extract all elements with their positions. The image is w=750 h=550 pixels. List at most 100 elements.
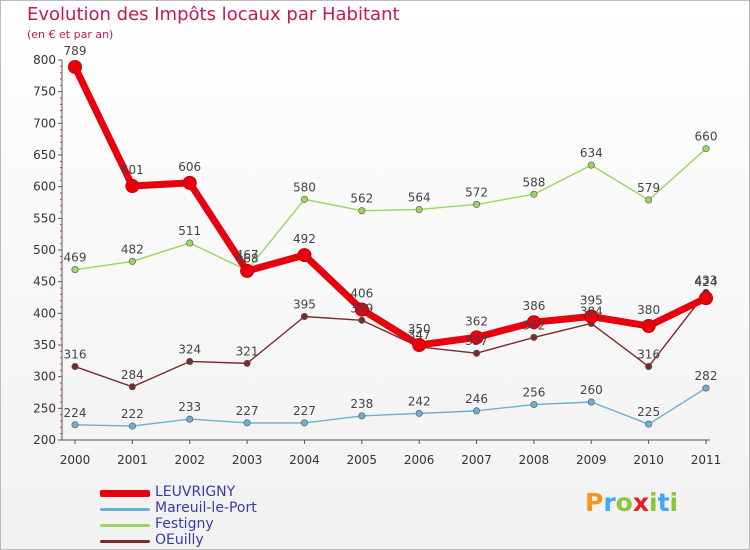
data-label-oeuilly: 347 xyxy=(408,328,431,342)
data-point-oeuilly xyxy=(645,363,653,371)
y-tick-label: 350 xyxy=(33,338,56,352)
data-label-oeuilly: 324 xyxy=(178,342,201,356)
data-point-festigny xyxy=(530,190,538,198)
data-point-oeuilly xyxy=(530,333,538,341)
legend-item-festigny: Festigny xyxy=(100,516,350,532)
data-label-oeuilly: 395 xyxy=(293,298,316,312)
legend-label-festigny: Festigny xyxy=(155,516,214,532)
logo-letter: i xyxy=(669,488,679,517)
data-label-mareuil-le-port: 227 xyxy=(293,404,316,418)
proxiti-logo: Proxiti xyxy=(585,488,678,517)
data-point-festigny xyxy=(358,207,366,215)
data-label-mareuil-le-port: 246 xyxy=(465,392,488,406)
x-tick-label: 2007 xyxy=(461,453,492,467)
data-label-leuvrigny: 380 xyxy=(637,303,660,317)
data-point-leuvrigny xyxy=(641,319,656,333)
data-point-leuvrigny xyxy=(240,263,255,278)
data-label-leuvrigny: 789 xyxy=(64,44,87,58)
x-tick-label: 2008 xyxy=(519,453,550,467)
data-point-oeuilly xyxy=(243,359,251,367)
data-label-leuvrigny: 601 xyxy=(121,163,144,177)
y-tick-label: 450 xyxy=(33,275,56,289)
y-tick-label: 250 xyxy=(33,401,56,415)
data-point-mareuil-le-port xyxy=(702,384,710,392)
data-point-oeuilly xyxy=(128,383,136,391)
data-label-mareuil-le-port: 238 xyxy=(350,397,373,411)
data-point-mareuil-le-port xyxy=(71,421,79,429)
data-point-mareuil-le-port xyxy=(243,419,251,427)
data-label-festigny: 634 xyxy=(580,146,603,160)
data-point-mareuil-le-port xyxy=(128,422,136,430)
y-tick-label: 750 xyxy=(33,85,56,99)
legend-swatch-oeuilly xyxy=(100,540,150,543)
data-label-leuvrigny: 467 xyxy=(236,248,259,262)
x-tick-label: 2005 xyxy=(347,453,378,467)
data-label-festigny: 469 xyxy=(64,251,87,265)
data-point-oeuilly xyxy=(473,349,481,357)
data-label-festigny: 580 xyxy=(293,180,316,194)
data-label-festigny: 482 xyxy=(121,242,144,256)
x-tick-label: 2011 xyxy=(691,453,722,467)
logo-letter: P xyxy=(585,488,604,517)
series-line-mareuil-le-port xyxy=(74,387,707,427)
x-tick-label: 2000 xyxy=(60,453,91,467)
data-label-oeuilly: 321 xyxy=(236,344,259,358)
data-label-festigny: 572 xyxy=(465,185,488,199)
series-line-festigny xyxy=(74,147,707,271)
data-label-oeuilly: 316 xyxy=(637,348,660,362)
data-point-mareuil-le-port xyxy=(300,419,308,427)
data-point-festigny xyxy=(128,257,136,265)
series-line-leuvrigny xyxy=(71,63,710,349)
legend-swatch-festigny xyxy=(100,524,150,527)
data-point-mareuil-le-port xyxy=(358,412,366,420)
x-tick-label: 2009 xyxy=(576,453,607,467)
data-label-oeuilly: 384 xyxy=(580,304,603,318)
data-point-leuvrigny xyxy=(584,309,599,324)
data-point-mareuil-le-port xyxy=(530,401,538,409)
logo-letter: x xyxy=(632,488,649,517)
series-line-oeuilly xyxy=(74,291,707,388)
y-tick-label: 700 xyxy=(33,116,56,130)
x-tick-label: 2006 xyxy=(404,453,435,467)
legend-label-oeuilly: OEuilly xyxy=(155,532,204,548)
data-point-festigny xyxy=(645,196,653,204)
data-point-oeuilly xyxy=(186,357,194,365)
data-label-leuvrigny: 606 xyxy=(178,160,201,174)
data-label-oeuilly: 284 xyxy=(121,368,144,382)
data-label-leuvrigny: 362 xyxy=(465,314,488,328)
y-tick-label: 500 xyxy=(33,243,56,257)
data-label-festigny: 562 xyxy=(350,192,373,206)
chart-legend: LEUVRIGNY Mareuil-le-Port Festigny OEuilly xyxy=(100,484,350,548)
y-tick-label: 800 xyxy=(33,53,56,67)
data-label-leuvrigny: 350 xyxy=(408,322,431,336)
x-tick-label: 2010 xyxy=(633,453,664,467)
data-label-festigny: 468 xyxy=(236,251,259,265)
data-label-oeuilly: 316 xyxy=(64,348,87,362)
data-point-oeuilly xyxy=(300,312,308,320)
data-label-mareuil-le-port: 227 xyxy=(236,404,259,418)
x-tick-label: 2004 xyxy=(289,453,320,467)
data-label-mareuil-le-port: 242 xyxy=(408,394,431,408)
data-point-leuvrigny xyxy=(354,302,369,317)
data-point-oeuilly xyxy=(71,363,79,371)
data-point-mareuil-le-port xyxy=(587,398,595,406)
legend-label-mareuil-le-port: Mareuil-le-Port xyxy=(155,500,257,516)
data-point-leuvrigny xyxy=(125,179,140,194)
y-tick-label: 400 xyxy=(33,306,56,320)
data-point-leuvrigny xyxy=(526,315,541,330)
data-point-mareuil-le-port xyxy=(415,409,423,417)
data-label-leuvrigny: 395 xyxy=(580,294,603,308)
data-label-leuvrigny: 406 xyxy=(350,287,373,301)
data-point-festigny xyxy=(300,195,308,203)
data-label-oeuilly: 362 xyxy=(522,318,545,332)
chart-data-labels: 224 222 233 227 227 238 242 246 256 260 225 282 316 2… xyxy=(64,44,718,421)
x-tick-label: 2002 xyxy=(174,453,205,467)
logo-letter: o xyxy=(615,488,633,517)
data-label-festigny: 511 xyxy=(178,224,201,238)
data-point-leuvrigny xyxy=(412,338,427,352)
data-point-festigny xyxy=(186,239,194,247)
legend-item-mareuil-le-port: Mareuil-le-Port xyxy=(100,500,350,516)
legend-swatch-mareuil-le-port xyxy=(100,508,150,511)
